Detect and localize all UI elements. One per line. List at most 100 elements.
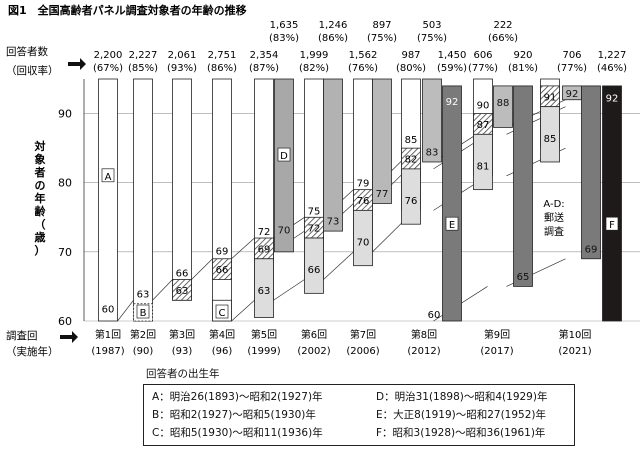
cohort-bar bbox=[513, 85, 533, 287]
survey-bar-segment bbox=[212, 78, 232, 322]
bar-value-label: 79 bbox=[357, 179, 370, 190]
survey-bar-segment bbox=[172, 279, 192, 301]
cohort-connector-line bbox=[231, 299, 255, 322]
cohort-bar bbox=[323, 78, 343, 232]
response-count: 920 bbox=[513, 50, 532, 61]
bar-value-label: 72 bbox=[308, 224, 321, 235]
response-count: 1,450 bbox=[438, 50, 467, 61]
cohort-id-box bbox=[445, 216, 459, 231]
cohort-connector-line bbox=[273, 279, 305, 301]
cohort-connector-line bbox=[231, 237, 255, 260]
counts-arrow-icon bbox=[68, 58, 86, 70]
response-count: 222 bbox=[493, 20, 512, 31]
bar-value-label: 83 bbox=[426, 148, 439, 159]
annotation-label: 郵送 bbox=[544, 211, 564, 224]
response-count: 1,999 bbox=[300, 50, 329, 61]
wave-label: 第8回 bbox=[411, 328, 437, 341]
y-axis-label-char: （ bbox=[35, 218, 46, 231]
chart-title: 図1 全国高齢者パネル調査対象者の年齢の推移 bbox=[8, 3, 247, 17]
bar-value-label: 66 bbox=[216, 265, 229, 276]
cohort-id-label: A bbox=[105, 172, 112, 183]
wave-label: 第2回 bbox=[130, 328, 156, 341]
y-axis-label-char: 象 bbox=[35, 152, 46, 166]
bar-value-label: 92 bbox=[566, 89, 579, 100]
bar-value-label: 75 bbox=[308, 206, 321, 217]
bar-value-label: 73 bbox=[327, 217, 340, 228]
response-rate: (82%) bbox=[299, 63, 329, 74]
bar-value-label: 90 bbox=[477, 101, 490, 112]
response-count: 706 bbox=[562, 50, 581, 61]
wave-year-label: (2021) bbox=[558, 346, 591, 357]
wave-label: 第9回 bbox=[484, 328, 510, 341]
cohort-bar bbox=[493, 85, 513, 128]
y-axis-label-char: 者 bbox=[34, 165, 46, 179]
y-axis-label-char: 年 bbox=[35, 191, 46, 205]
survey-bar-segment bbox=[353, 209, 373, 267]
survey-bar-segment bbox=[473, 133, 493, 191]
legend-item-a: A：明治26(1893)～昭和2(1927)年 bbox=[152, 391, 323, 403]
y-tick-label: 60 bbox=[58, 315, 72, 328]
bar-value-label: 60 bbox=[428, 310, 441, 321]
cohort-id-box bbox=[101, 168, 115, 183]
response-count: 897 bbox=[372, 20, 391, 31]
cohort-id-label: B bbox=[140, 308, 147, 319]
response-rate: (76%) bbox=[348, 63, 378, 74]
bar-value-label: 91 bbox=[544, 92, 557, 103]
response-count: 2,200 bbox=[94, 50, 123, 61]
cohort-connector-line bbox=[117, 300, 134, 322]
wave-year-label: (96) bbox=[212, 346, 233, 357]
cohort-bar bbox=[422, 78, 442, 163]
y-axis-label-char: 歳 bbox=[35, 230, 46, 244]
wave-label: 第1回 bbox=[95, 328, 121, 341]
survey-bar-segment bbox=[254, 258, 274, 318]
response-count: 1,562 bbox=[349, 50, 378, 61]
response-rate: (77%) bbox=[557, 63, 587, 74]
bar-value-label: 70 bbox=[357, 237, 370, 248]
cohort-id-box bbox=[277, 147, 291, 162]
bar-value-label: 66 bbox=[308, 265, 321, 276]
counts-label: 回答者数 bbox=[6, 45, 48, 58]
wave-label: 第10回 bbox=[559, 328, 592, 341]
response-count: 503 bbox=[422, 20, 441, 31]
wave-year-label: (93) bbox=[172, 346, 193, 357]
cohort-id-box bbox=[215, 304, 229, 319]
bar-value-label: 76 bbox=[405, 196, 418, 207]
annotation-label: 調査 bbox=[544, 225, 564, 238]
response-rate: (85%) bbox=[128, 63, 158, 74]
bar-value-label: 85 bbox=[405, 135, 418, 146]
survey-bar-segment bbox=[212, 258, 232, 280]
wave-year-label: (2006) bbox=[346, 346, 379, 357]
annotation-label: A-D: bbox=[543, 199, 564, 210]
wave-year-label: (2002) bbox=[297, 346, 330, 357]
x-axis-year-label: （実施年） bbox=[6, 345, 59, 358]
y-axis-label-char: の bbox=[35, 179, 46, 192]
bar-value-label: 63 bbox=[176, 286, 189, 297]
y-tick-label: 80 bbox=[58, 177, 72, 190]
response-count: 2,751 bbox=[208, 50, 237, 61]
cohort-id-label: D bbox=[280, 151, 288, 162]
wave-year-label: (1999) bbox=[247, 346, 280, 357]
survey-bar-segment bbox=[304, 237, 324, 294]
y-tick-label: 90 bbox=[58, 108, 72, 121]
legend-title: 回答者の出生年 bbox=[146, 368, 220, 380]
response-count: 2,227 bbox=[129, 50, 158, 61]
cohort-bar bbox=[372, 78, 392, 204]
counts-rate-label: （回収率） bbox=[6, 64, 59, 77]
survey-bar-segment bbox=[540, 106, 560, 163]
response-rate: (75%) bbox=[417, 33, 447, 44]
bar-value-label: 69 bbox=[585, 244, 598, 255]
bar-value-label: 76 bbox=[357, 196, 370, 207]
cohort-id-label: C bbox=[219, 308, 226, 319]
survey-bar-segment bbox=[133, 78, 153, 322]
wave-label: 第5回 bbox=[251, 328, 277, 341]
x-axis-label: 調査回 bbox=[6, 329, 38, 342]
survey-bar-segment bbox=[401, 168, 421, 225]
response-rate: (67%) bbox=[93, 63, 123, 74]
bar-value-label: 66 bbox=[176, 269, 189, 280]
response-rate: (66%) bbox=[488, 33, 518, 44]
legend-item-b: B：昭和2(1927)～昭和5(1930)年 bbox=[152, 409, 316, 421]
cohort-bar bbox=[581, 85, 601, 260]
y-axis-label-char: ） bbox=[35, 244, 46, 257]
legend-item-d: D：明治31(1898)～昭和4(1929)年 bbox=[376, 391, 548, 403]
